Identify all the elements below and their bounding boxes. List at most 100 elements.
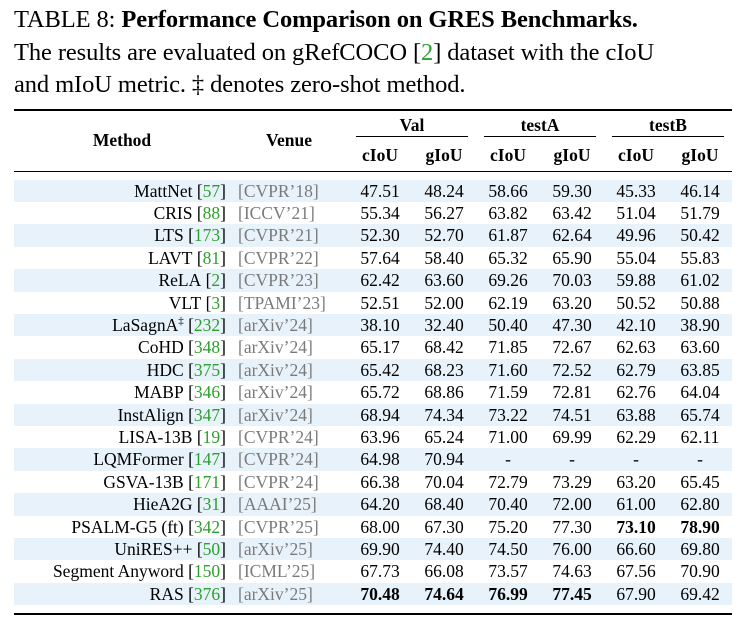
- metric-value: -: [668, 448, 732, 471]
- header-group-testa: testA: [484, 114, 596, 138]
- method-cell: LQMFormer [147]: [14, 448, 230, 471]
- table-row: LQMFormer [147] [CVPR’24] 64.98 70.94- - - -: [14, 448, 732, 471]
- metric-value: 70.03: [540, 269, 604, 292]
- table-row: MABP [346] [arXiv’24] 65.72 68.86 71.59 72.81…: [14, 381, 732, 403]
- method-name: LAVT: [148, 247, 193, 268]
- method-name: CRIS: [153, 202, 193, 223]
- venue-cell: [CVPR’22]: [238, 247, 319, 268]
- metric-value: 63.82: [488, 202, 528, 223]
- metric-value: 52.30: [348, 224, 412, 247]
- venue-cell: [arXiv’24]: [230, 358, 348, 382]
- metric-value: 72.52: [540, 358, 604, 382]
- venue-cell: [CVPR’24]: [238, 426, 319, 447]
- metric-value: 68.23: [412, 358, 476, 382]
- metric-value: 52.00: [424, 292, 464, 313]
- method-name: RAS: [149, 583, 189, 604]
- citation-link[interactable]: 2: [211, 270, 221, 291]
- metric-value: 50.52: [616, 292, 656, 313]
- metric-value: 68.42: [424, 337, 464, 358]
- citation-link[interactable]: 147: [193, 449, 221, 470]
- table-row: PSALM-G5 (ft) [342] [CVPR’25] 68.00 67.30 75…: [14, 516, 732, 538]
- citation-link[interactable]: 342: [193, 516, 221, 537]
- metric-value: 45.33: [604, 179, 668, 202]
- table-row: LISA-13B [19] [CVPR’24] 63.96 65.24 71.00 69.…: [14, 426, 732, 448]
- metric-value: 63.20: [616, 471, 656, 492]
- metric-value: 55.83: [680, 247, 720, 268]
- caption-title: Performance Comparison on GRES Benchmark…: [121, 6, 638, 33]
- metric-value: 65.32: [488, 247, 528, 268]
- method-cell: MattNet [57]: [14, 179, 230, 202]
- metric-value: 74.64: [412, 582, 476, 606]
- venue-cell: [CVPR’24]: [230, 448, 348, 471]
- metric-value: 77.45: [540, 582, 604, 606]
- metric-value: 63.96: [360, 426, 400, 447]
- metric-value: 58.40: [424, 247, 464, 268]
- metric-value: 50.40: [476, 313, 540, 337]
- metric-value: 42.10: [604, 313, 668, 337]
- venue-cell: [CVPR’18]: [230, 179, 348, 202]
- citation-link[interactable]: 31: [202, 494, 221, 515]
- metric-value: 70.40: [476, 493, 540, 516]
- metric-value: 73.57: [488, 561, 528, 582]
- table-figure: TABLE 8: Performance Comparison on GRES …: [14, 6, 732, 617]
- citation-link[interactable]: 347: [193, 404, 221, 425]
- citation-link[interactable]: 232: [193, 314, 221, 335]
- citation-link[interactable]: 81: [202, 247, 221, 268]
- table-row: InstAlign [347] [arXiv’24] 68.94 74.34 73.22…: [14, 403, 732, 426]
- table-row: Segment Anyword [150] [ICML’25] 67.73 66.08…: [14, 560, 732, 582]
- metric-value: 65.90: [552, 247, 592, 268]
- citation-link[interactable]: 50: [202, 539, 221, 559]
- method-cell: LTS [173]: [14, 224, 230, 247]
- table-row: HDC [375] [arXiv’24] 65.42 68.23 71.60 72.52 6…: [14, 358, 732, 382]
- venue-cell: [arXiv’25]: [230, 538, 348, 561]
- metric-value: 69.26: [476, 269, 540, 292]
- metric-value: 67.90: [604, 582, 668, 606]
- table-row: CoHD [348] [arXiv’24] 65.17 68.42 71.85 72.67…: [14, 336, 732, 358]
- method-name: HDC: [146, 359, 184, 380]
- citation-link[interactable]: 375: [193, 359, 221, 380]
- venue-cell: [ICML’25]: [238, 561, 316, 582]
- citation-link[interactable]: 376: [193, 583, 221, 604]
- metric-value: 38.90: [668, 313, 732, 337]
- citation-link[interactable]: 150: [193, 561, 221, 582]
- method-cell: PSALM-G5 (ft) [342]: [71, 516, 226, 537]
- metric-value: 46.14: [668, 179, 732, 202]
- citation-link[interactable]: 346: [193, 382, 221, 403]
- metric-value: 62.64: [540, 224, 604, 247]
- metric-value: 65.74: [668, 403, 732, 426]
- metric-value: 72.81: [552, 382, 592, 403]
- metric-value: 66.60: [604, 538, 668, 561]
- metric-value: 62.29: [616, 426, 656, 447]
- metric-value: 76.00: [540, 538, 604, 561]
- citation-link[interactable]: 348: [193, 337, 221, 358]
- metric-value: 62.42: [348, 269, 412, 292]
- metric-value: 70.94: [412, 448, 476, 471]
- metric-value: 72.67: [552, 337, 592, 358]
- metric-value: 69.80: [668, 538, 732, 561]
- table-row: RAS [376] [arXiv’25] 70.48 74.64 76.99 77.45 6…: [14, 582, 732, 606]
- citation-link[interactable]: 3: [211, 292, 221, 313]
- metric-value: 72.00: [540, 493, 604, 516]
- metric-value: 63.20: [552, 292, 592, 313]
- method-name: PSALM-G5 (ft): [71, 516, 184, 537]
- zero-shot-marker: ‡: [178, 315, 184, 328]
- header-metric: cIoU: [618, 145, 654, 166]
- venue-cell: [CVPR’24]: [238, 471, 319, 492]
- citation-link[interactable]: 88: [202, 202, 221, 223]
- metric-value: 74.63: [552, 561, 592, 582]
- metric-value: 49.96: [604, 224, 668, 247]
- citation-link[interactable]: 171: [193, 471, 221, 492]
- method-cell: UniRES++ [50]: [14, 538, 230, 561]
- citation-link[interactable]: 57: [202, 180, 221, 201]
- caption-ref[interactable]: 2: [421, 38, 434, 66]
- citation-link[interactable]: 173: [193, 225, 221, 246]
- venue-cell: [CVPR’25]: [238, 516, 319, 537]
- metric-value: 61.87: [476, 224, 540, 247]
- metric-value: 57.64: [360, 247, 400, 268]
- metric-value: 74.51: [540, 403, 604, 426]
- table-row: CRIS [88] [ICCV’21] 55.34 56.27 63.82 63.42 51…: [14, 202, 732, 224]
- citation-link[interactable]: 19: [202, 426, 221, 447]
- venue-cell: [arXiv’24]: [238, 382, 313, 403]
- table-row: UniRES++ [50] [arXiv’25] 69.90 74.40 74.50 76…: [14, 538, 732, 561]
- caption-text-3: and mIoU metric. ‡ denotes zero-shot met…: [14, 71, 466, 98]
